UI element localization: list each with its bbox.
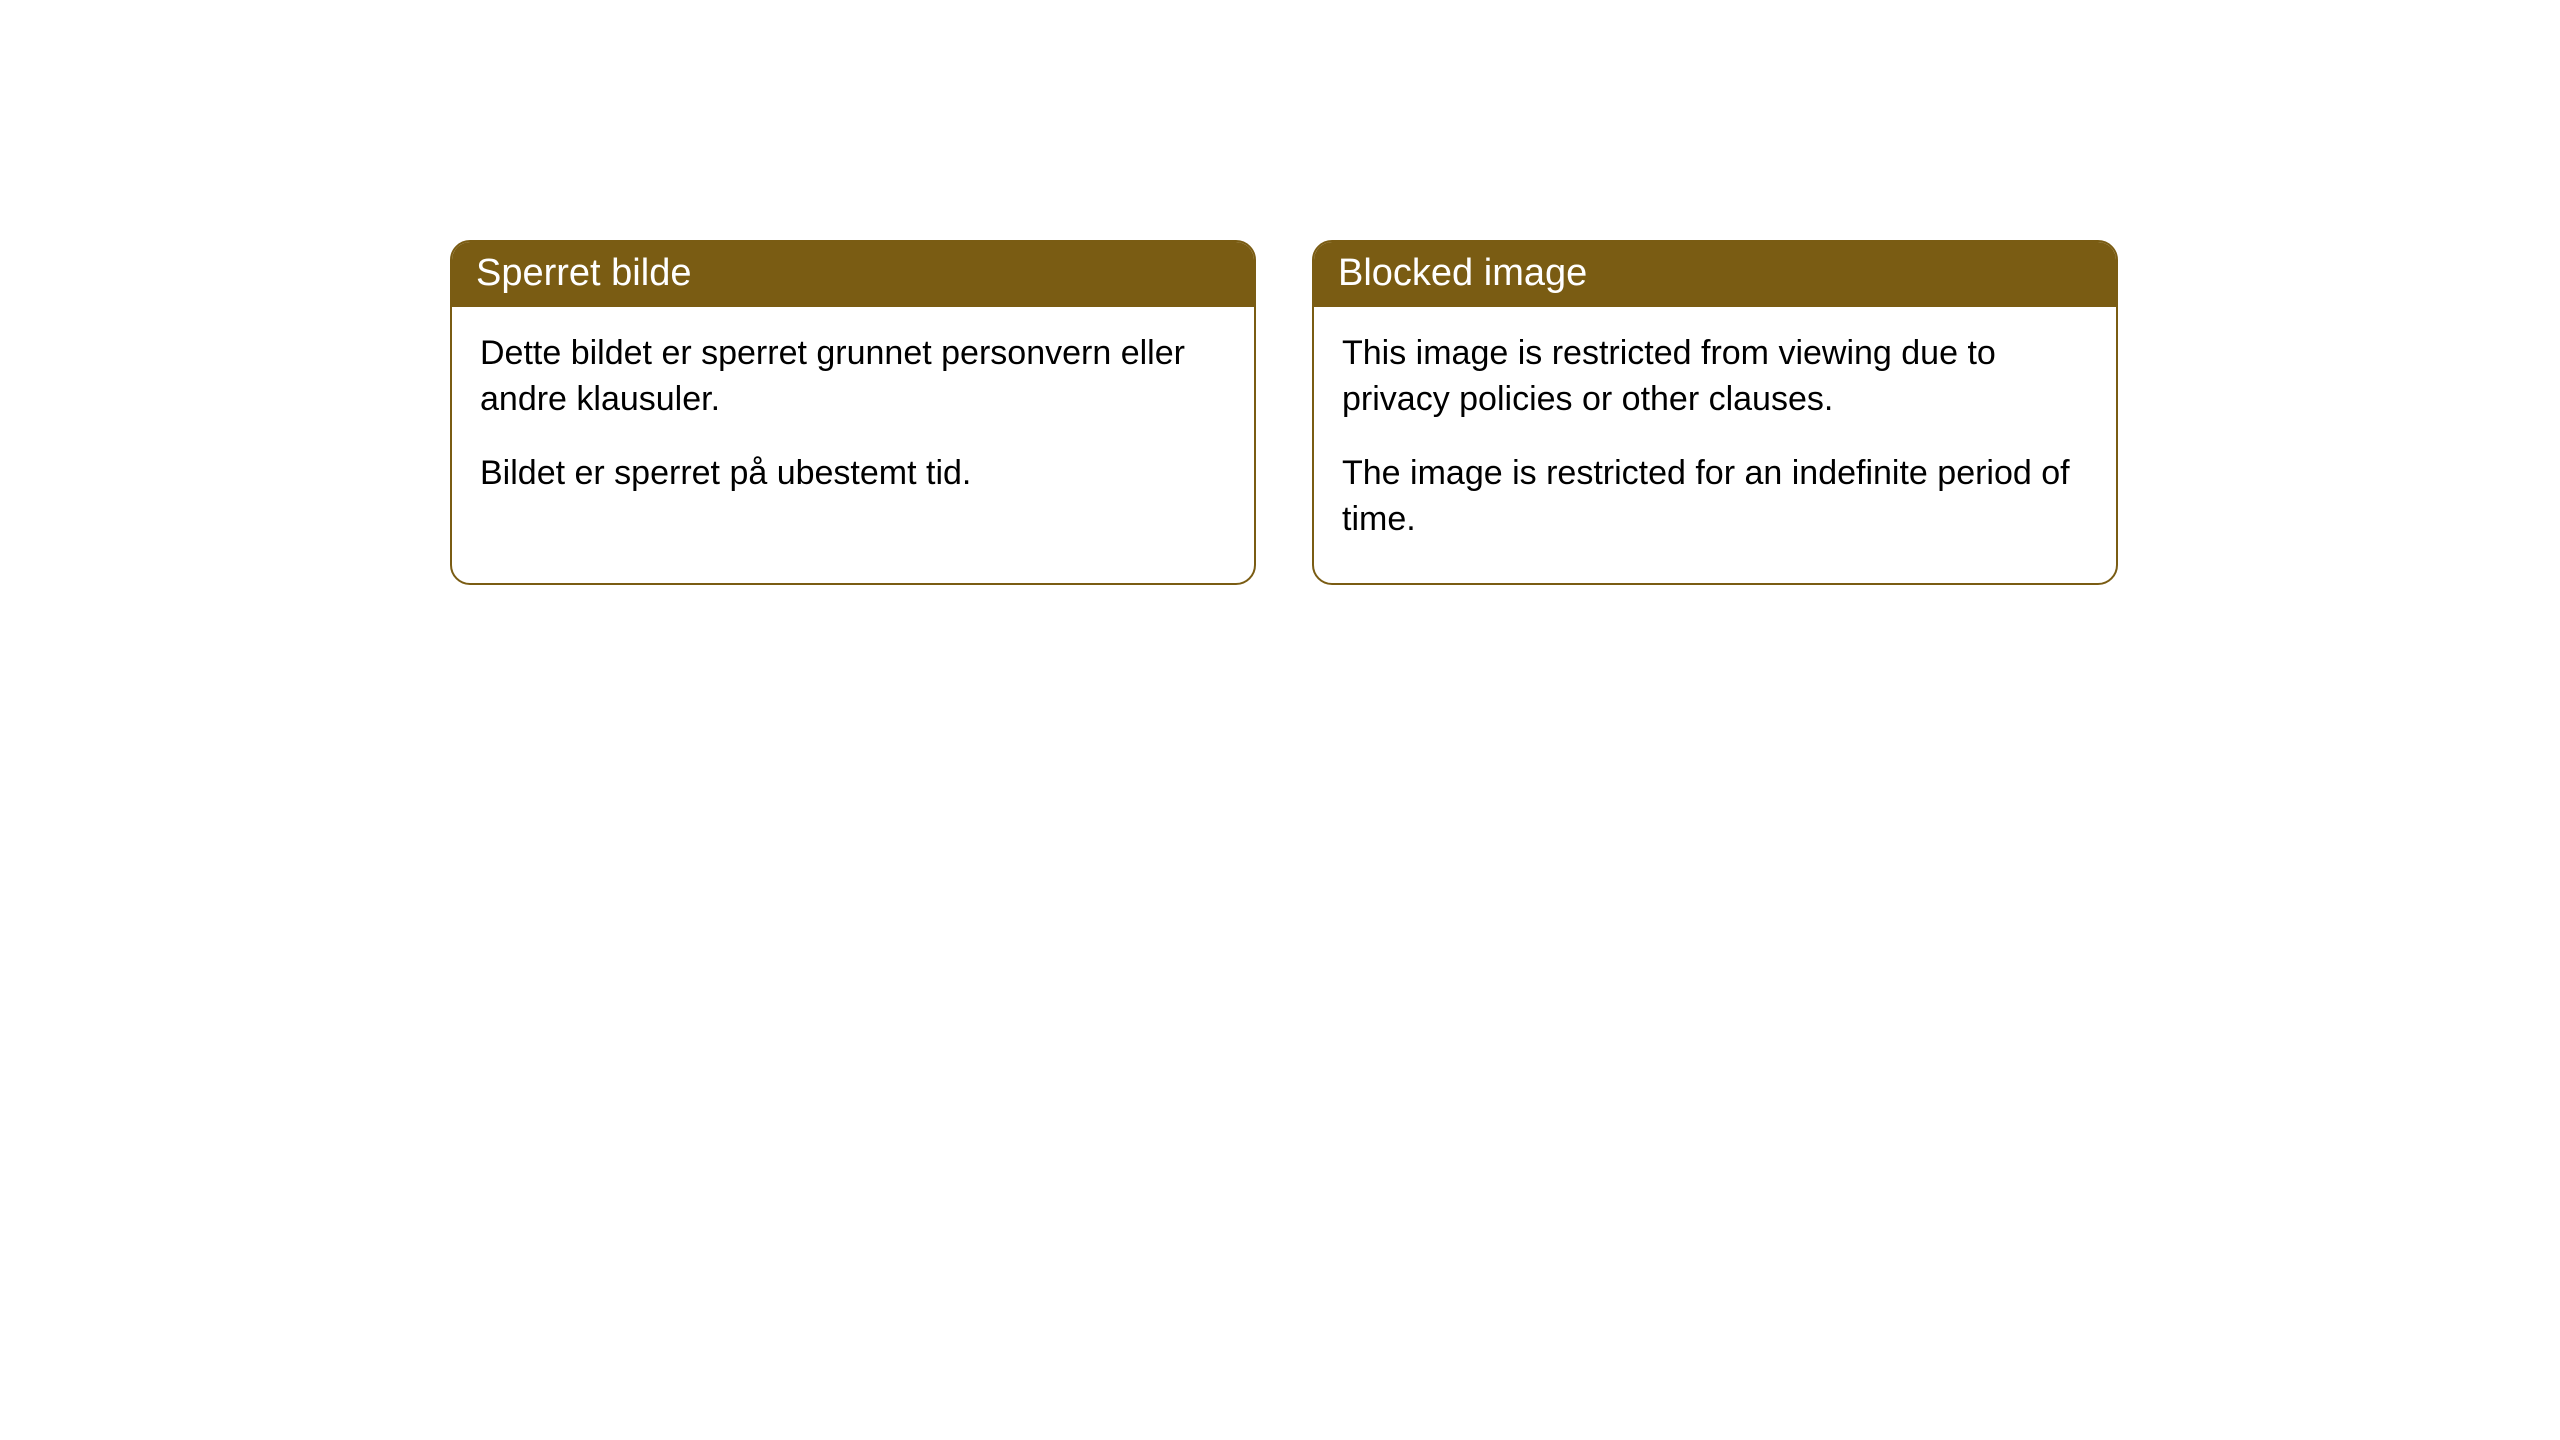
card-title: Blocked image: [1338, 252, 1587, 294]
notice-card-norwegian: Sperret bilde Dette bildet er sperret gr…: [450, 240, 1256, 585]
card-header: Sperret bilde: [452, 242, 1254, 307]
card-paragraph-1: Dette bildet er sperret grunnet personve…: [480, 331, 1226, 423]
notice-card-english: Blocked image This image is restricted f…: [1312, 240, 2118, 585]
card-body: This image is restricted from viewing du…: [1314, 307, 2116, 583]
card-paragraph-2: Bildet er sperret på ubestemt tid.: [480, 451, 1226, 497]
cards-container: Sperret bilde Dette bildet er sperret gr…: [0, 0, 2560, 585]
card-header: Blocked image: [1314, 242, 2116, 307]
card-paragraph-1: This image is restricted from viewing du…: [1342, 331, 2088, 423]
card-title: Sperret bilde: [476, 252, 691, 294]
card-body: Dette bildet er sperret grunnet personve…: [452, 307, 1254, 537]
card-paragraph-2: The image is restricted for an indefinit…: [1342, 451, 2088, 543]
